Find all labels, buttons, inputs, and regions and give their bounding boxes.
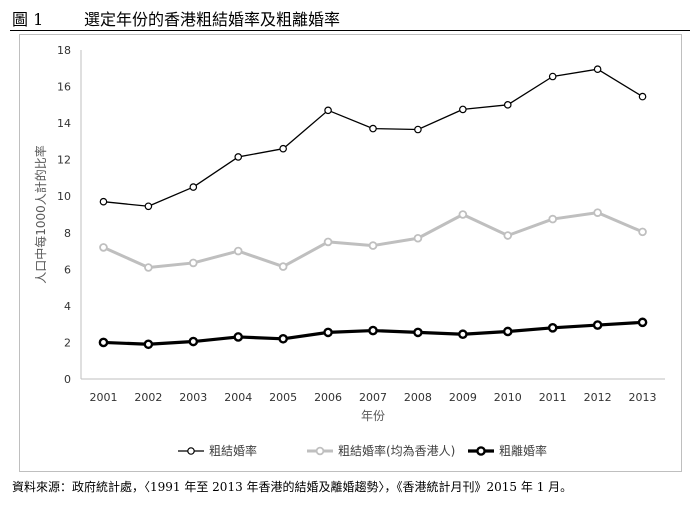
x-tick-label: 2006 (314, 391, 342, 404)
figure-number: 圖 1 (12, 10, 44, 29)
data-point-marriage-rate-local (99, 243, 108, 252)
data-point-divorce-rate (547, 323, 558, 333)
x-axis-title: 年份 (361, 409, 385, 423)
legend-label: 粗結婚率(均為香港人) (338, 443, 455, 458)
data-point-marriage-rate (99, 197, 108, 206)
data-point-marriage-rate (459, 105, 467, 114)
data-point-divorce-rate (323, 327, 333, 338)
legend-swatch-marker (315, 446, 325, 456)
data-point-divorce-rate (458, 329, 468, 340)
data-point-marriage-rate (548, 72, 557, 81)
data-point-marriage-rate (369, 124, 377, 133)
figure-title: 圖 1 選定年份的香港粗結婚率及粗離婚率 (12, 6, 340, 30)
data-point-marriage-rate-local (548, 214, 557, 224)
data-point-marriage-rate-local (144, 263, 153, 272)
x-tick-label: 2009 (449, 391, 477, 404)
data-point-marriage-rate-local (189, 258, 198, 268)
data-point-marriage-rate-local (413, 233, 423, 243)
data-point-divorce-rate (233, 332, 244, 342)
legend-label: 粗結婚率 (209, 443, 257, 458)
series-line-marriage-rate (103, 68, 643, 207)
chart-container: 0 2 4 6 8 10 12 14 16 18 2001 2002 2003 2004 2005 2006 2… (19, 34, 682, 472)
data-point-marriage-rate (503, 101, 512, 109)
y-tick-label: 8 (64, 227, 71, 240)
x-tick-label: 2002 (134, 391, 162, 404)
x-tick-label: 2011 (539, 391, 567, 404)
data-point-marriage-rate (593, 65, 602, 73)
y-tick-label: 12 (57, 154, 71, 167)
y-tick-label: 4 (64, 300, 71, 313)
data-point-marriage-rate-local (278, 262, 288, 271)
data-point-divorce-rate (592, 320, 603, 330)
data-point-divorce-rate (368, 325, 378, 336)
data-point-marriage-rate-local (323, 237, 333, 247)
x-tick-label: 2003 (179, 391, 207, 404)
x-tick-label: 2004 (224, 391, 252, 404)
x-tick-label: 2012 (584, 391, 612, 404)
y-tick-label: 14 (57, 117, 71, 130)
data-point-marriage-rate (324, 106, 332, 115)
figure-title-text: 選定年份的香港粗結婚率及粗離婚率 (84, 10, 341, 29)
legend-swatch-marker (476, 446, 486, 456)
data-point-divorce-rate (413, 327, 423, 338)
data-point-marriage-rate (234, 153, 243, 161)
data-point-divorce-rate (637, 317, 648, 328)
x-tick-label: 2005 (269, 391, 297, 404)
data-point-divorce-rate (143, 339, 154, 350)
data-point-marriage-rate (279, 144, 287, 153)
x-tick-label: 2013 (629, 391, 657, 404)
y-tick-label: 10 (57, 190, 71, 203)
data-point-marriage-rate (638, 92, 647, 101)
y-tick-label: 2 (64, 336, 71, 349)
y-tick-label: 16 (57, 81, 71, 94)
data-point-marriage-rate (144, 202, 153, 211)
data-point-divorce-rate (98, 337, 109, 348)
legend-swatch-marker (187, 447, 195, 455)
data-point-marriage-rate-local (638, 227, 647, 237)
data-point-marriage-rate (414, 125, 422, 134)
data-point-marriage-rate-local (233, 246, 243, 256)
legend-label: 粗離婚率 (499, 443, 547, 458)
x-tick-label: 2008 (404, 391, 432, 404)
data-point-marriage-rate-local (593, 208, 602, 217)
data-point-marriage-rate (189, 183, 198, 191)
line-chart: 0 2 4 6 8 10 12 14 16 18 2001 2002 2003 2004 2005 2006 2… (33, 44, 665, 458)
series-line-marriage-rate-local (102, 211, 644, 270)
y-tick-label: 0 (64, 373, 71, 386)
title-rule (10, 30, 690, 31)
x-tick-label: 2007 (359, 391, 387, 404)
y-tick-label: 6 (64, 263, 71, 276)
y-tick-label: 18 (57, 44, 71, 57)
source-note: 資料來源：政府統計處，〈1991 年至 2013 年香港的結婚及離婚趨勢〉，《香… (12, 480, 573, 494)
y-axis-title: 人口中每1000人計的比率 (33, 145, 48, 284)
data-point-marriage-rate-local (458, 210, 468, 219)
data-point-marriage-rate-local (503, 231, 513, 240)
data-point-divorce-rate (278, 333, 288, 344)
data-point-marriage-rate-local (368, 241, 378, 250)
x-tick-label: 2001 (89, 391, 117, 404)
x-tick-label: 2010 (494, 391, 522, 404)
data-point-divorce-rate (502, 326, 513, 337)
data-point-divorce-rate (188, 336, 199, 347)
